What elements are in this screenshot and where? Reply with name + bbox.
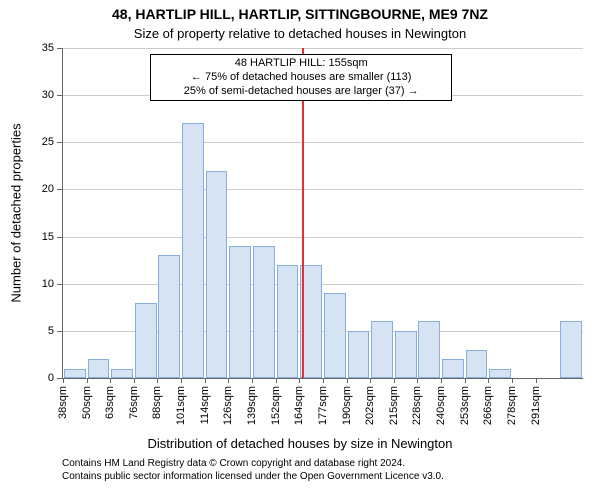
xtick-label: 266sqm [482,386,494,425]
xtick-mark [228,378,229,383]
xtick-label: 114sqm [199,386,211,424]
histogram-bar [489,369,511,378]
ytick-mark [57,189,62,190]
histogram-bar [135,303,157,378]
ytick-mark [57,237,62,238]
ytick-label: 15 [0,231,54,243]
histogram-bar [418,321,440,378]
xtick-mark [488,378,489,383]
gridline-h [63,284,583,285]
xtick-label: 164sqm [293,386,305,425]
xtick-mark [323,378,324,383]
xtick-label: 38sqm [57,386,69,419]
ytick-label: 35 [0,42,54,54]
histogram-bar [253,246,275,378]
histogram-bar [182,123,204,378]
xtick-label: 76sqm [128,386,140,419]
histogram-bar [560,321,582,378]
xtick-mark [536,378,537,383]
histogram-bar [111,369,133,378]
xtick-mark [465,378,466,383]
histogram-bar [395,331,417,378]
ytick-mark [57,331,62,332]
gridline-h [63,142,583,143]
xtick-label: 101sqm [175,386,187,425]
xtick-label: 177sqm [317,386,329,425]
annotation-line2: ← 75% of detached houses are smaller (11… [157,71,445,85]
xtick-label: 63sqm [104,386,116,419]
xtick-label: 202sqm [364,386,376,425]
gridline-h [63,237,583,238]
xtick-mark [63,378,64,383]
xtick-mark [87,378,88,383]
xtick-mark [110,378,111,383]
ytick-label: 10 [0,278,54,290]
xtick-mark [417,378,418,383]
xtick-mark [276,378,277,383]
gridline-h [63,48,583,49]
footer-line1: Contains HM Land Registry data © Crown c… [62,458,444,471]
xtick-mark [157,378,158,383]
xtick-mark [441,378,442,383]
footer-text: Contains HM Land Registry data © Crown c… [62,458,444,483]
footer-line2: Contains public sector information licen… [62,471,444,484]
ytick-mark [57,284,62,285]
chart-title-line1: 48, HARTLIP HILL, HARTLIP, SITTINGBOURNE… [0,6,600,22]
histogram-bar [206,171,228,378]
histogram-bar [277,265,299,378]
histogram-bar [442,359,464,378]
xtick-mark [370,378,371,383]
xtick-label: 88sqm [151,386,163,419]
xtick-mark [252,378,253,383]
ytick-mark [57,95,62,96]
xtick-label: 215sqm [388,386,400,425]
annotation-line1: 48 HARTLIP HILL: 155sqm [157,57,445,71]
histogram-bar [371,321,393,378]
xtick-label: 291sqm [530,386,542,425]
xtick-label: 240sqm [435,386,447,425]
histogram-bar [64,369,86,378]
histogram-chart: 48, HARTLIP HILL, HARTLIP, SITTINGBOURNE… [0,0,600,500]
histogram-bar [88,359,110,378]
ytick-label: 25 [0,136,54,148]
histogram-bar [324,293,346,378]
xtick-mark [181,378,182,383]
xtick-mark [394,378,395,383]
chart-title-line2: Size of property relative to detached ho… [0,26,600,41]
ytick-label: 30 [0,89,54,101]
xtick-mark [205,378,206,383]
xtick-label: 228sqm [411,386,423,425]
xtick-mark [134,378,135,383]
gridline-h [63,189,583,190]
y-axis-title: Number of detached properties [9,123,24,302]
histogram-bar [348,331,370,378]
annotation-box: 48 HARTLIP HILL: 155sqm ← 75% of detache… [150,54,452,101]
xtick-label: 190sqm [341,386,353,425]
x-axis-title: Distribution of detached houses by size … [0,436,600,451]
histogram-bar [229,246,251,378]
ytick-label: 20 [0,183,54,195]
annotation-line3: 25% of semi-detached houses are larger (… [157,85,445,99]
xtick-mark [347,378,348,383]
xtick-label: 50sqm [81,386,93,419]
xtick-label: 152sqm [270,386,282,425]
xtick-mark [299,378,300,383]
histogram-bar [466,350,488,378]
xtick-label: 278sqm [506,386,518,425]
xtick-label: 139sqm [246,386,258,425]
ytick-label: 5 [0,325,54,337]
ytick-mark [57,378,62,379]
ytick-mark [57,142,62,143]
xtick-mark [512,378,513,383]
ytick-mark [57,48,62,49]
ytick-label: 0 [0,372,54,384]
xtick-label: 253sqm [459,386,471,425]
histogram-bar [158,255,180,378]
xtick-label: 126sqm [222,386,234,425]
